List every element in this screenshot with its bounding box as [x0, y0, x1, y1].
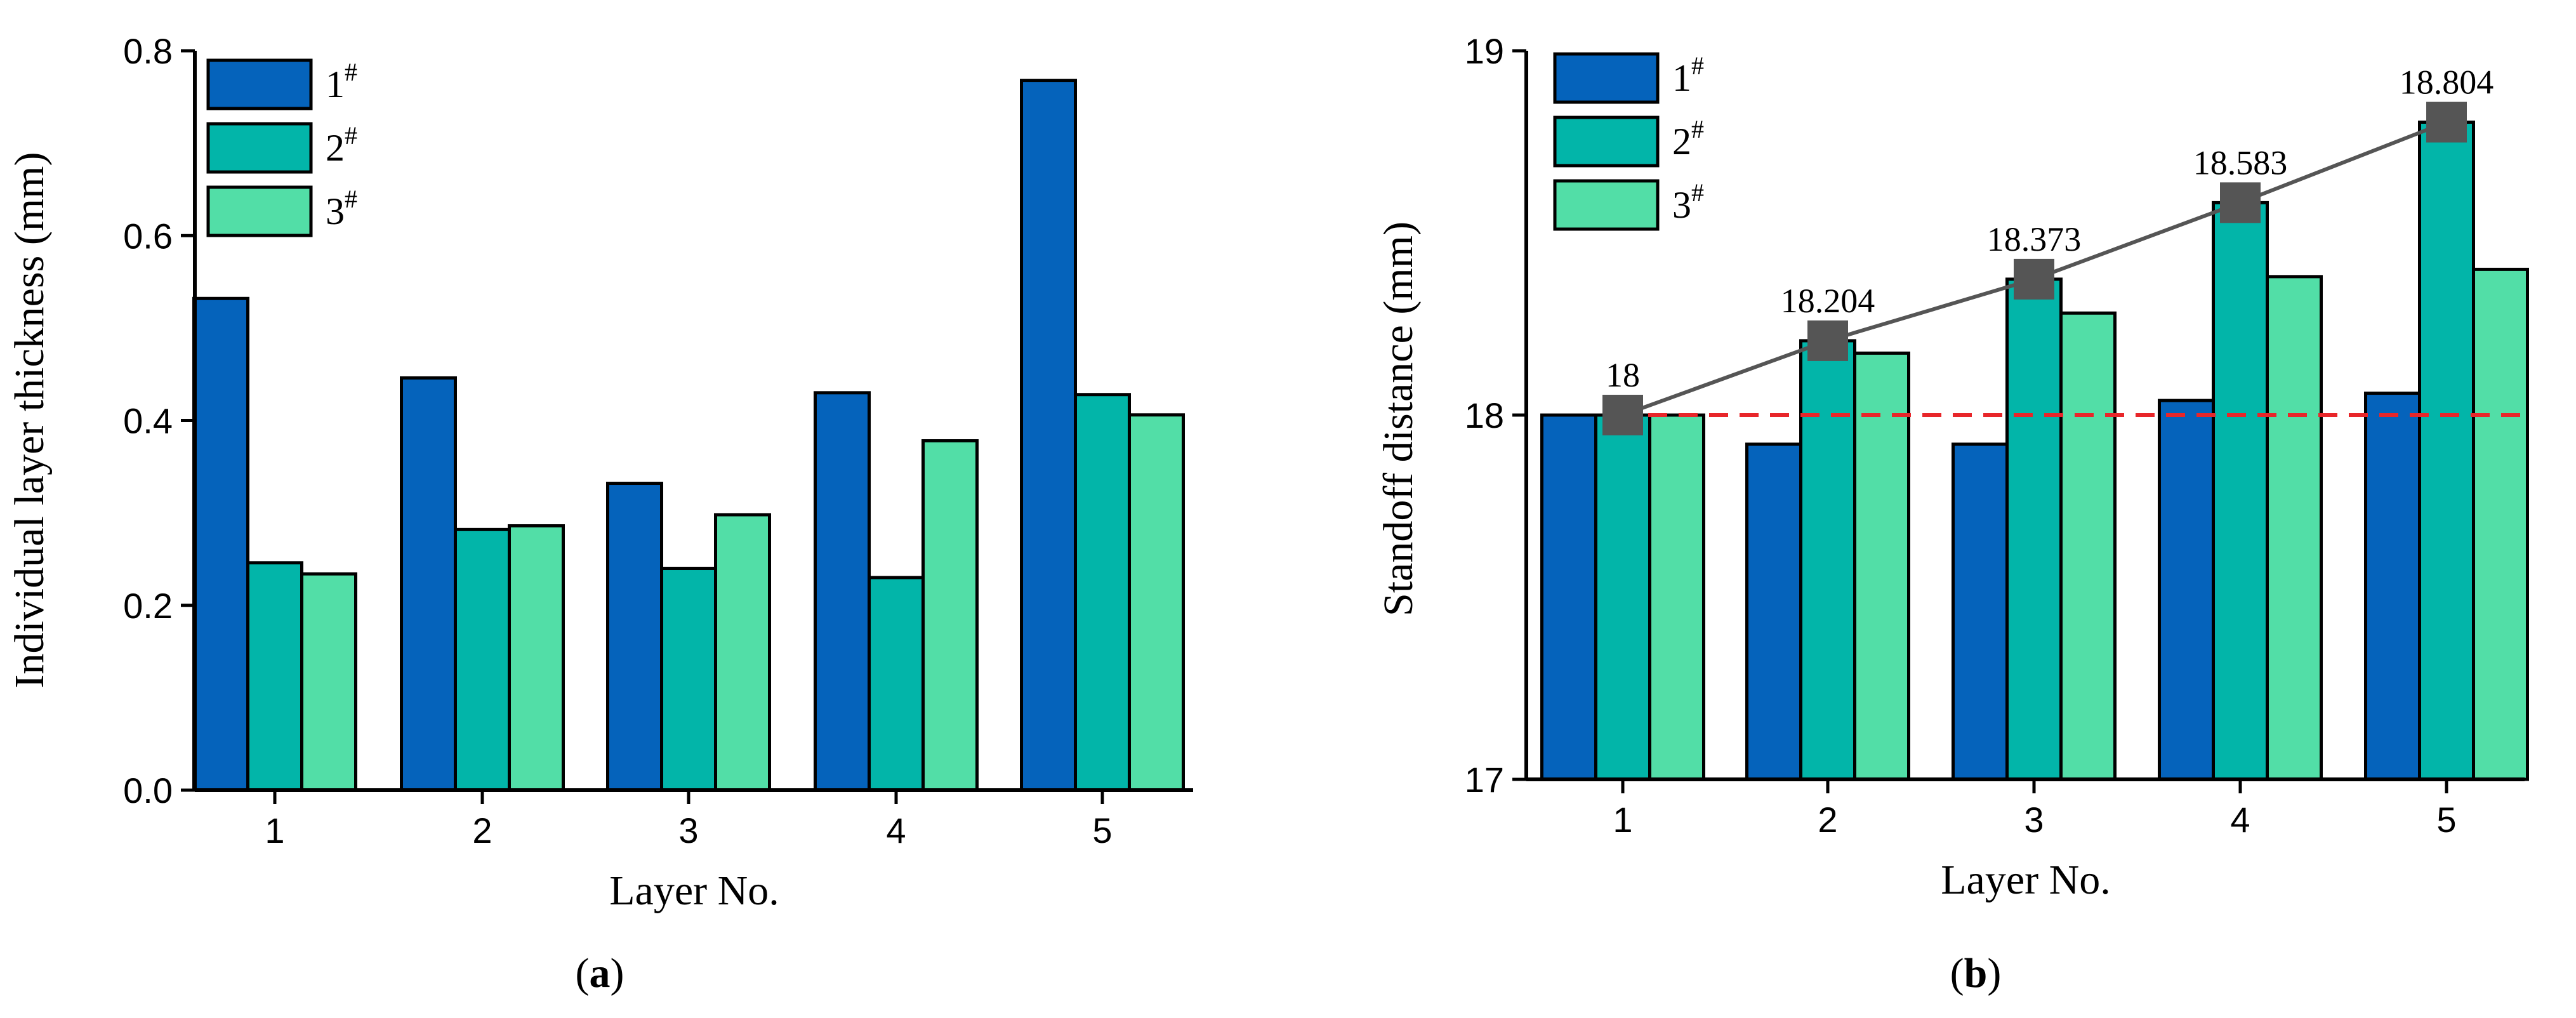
chart-b: 18 18.204 18.373 18.583 18.804 17 18 19 1 2 3 4 5 Lay… [1375, 31, 2529, 996]
legend-swatch-2 [206, 122, 313, 174]
legend-label-2: 2# [1672, 115, 1704, 162]
legend-swatch-3 [206, 185, 313, 237]
x-tick-label-2: 2 [1818, 800, 1837, 840]
bar-a-series3-layer2 [508, 524, 565, 792]
legend-label-1: 1# [1672, 51, 1704, 99]
bar-a-series3-layer4 [921, 439, 979, 792]
x-axis-label: Layer No. [1941, 857, 2111, 903]
x-tick-label-1: 1 [265, 810, 284, 850]
bar-b-series2-layer2 [1799, 339, 1856, 781]
legend-label-1: 1# [326, 58, 357, 105]
trend-marker-4 [2220, 182, 2261, 223]
bar-b-series3-layer4 [2266, 275, 2323, 781]
y-tick-label-4: 0.8 [123, 31, 173, 71]
bar-b-series3-layer3 [2059, 311, 2117, 781]
bar-a-series2-layer2 [454, 527, 511, 792]
bar-a-series1-layer4 [814, 391, 871, 792]
panel-label-a: (a) [576, 950, 624, 996]
x-axis-label: Layer No. [609, 868, 779, 914]
bar-b-series1-layer5 [2364, 392, 2421, 781]
y-tick-label-1: 18 [1465, 395, 1504, 435]
data-label-1: 18 [1606, 356, 1640, 394]
legend-swatch-3 [1553, 179, 1660, 231]
y-tick-label-0: 17 [1465, 760, 1504, 800]
y-tick-label-2: 19 [1465, 31, 1504, 71]
data-label-5: 18.804 [2400, 63, 2494, 102]
bar-a-series3-layer5 [1128, 413, 1185, 792]
legend-swatch-2 [1553, 116, 1660, 168]
bar-b-series3-layer2 [1853, 351, 1910, 781]
legend-b: 1# 2# 3# [1553, 51, 1704, 231]
y-tick-label-1: 0.2 [123, 586, 173, 626]
bar-a-series2-layer4 [868, 576, 925, 792]
legend-label-2: 2# [326, 121, 357, 169]
x-tick-label-1: 1 [1613, 800, 1632, 840]
legend-a: 1# 2# 3# [206, 58, 357, 237]
data-label-3: 18.373 [1987, 220, 2082, 258]
data-label-4: 18.583 [2193, 143, 2288, 182]
y-tick-label-0: 0.0 [123, 770, 173, 810]
legend-swatch-1 [1553, 52, 1660, 104]
x-tick-label-5: 5 [2436, 800, 2456, 840]
legend-label-3: 3# [1672, 178, 1704, 226]
trend-marker-2 [1807, 320, 1848, 361]
bar-b-series2-layer5 [2418, 121, 2475, 781]
panel-label-b: (b) [1950, 950, 2002, 996]
bar-b-series3-layer1 [1648, 413, 1705, 781]
x-tick-label-5: 5 [1092, 810, 1112, 850]
bar-b-series1-layer3 [1952, 442, 2009, 781]
bar-a-series1-layer5 [1020, 79, 1077, 792]
chart-a: 0.0 0.2 0.4 0.6 0.8 1 2 3 4 5 Layer No. Individual … [6, 31, 1193, 996]
bar-a-series3-layer1 [300, 572, 357, 792]
bar-a-series2-layer1 [246, 561, 303, 792]
y-axis-label: Standoff distance (mm) [1375, 221, 1422, 616]
trend-marker-5 [2426, 102, 2467, 143]
bar-b-series3-layer5 [2472, 267, 2529, 781]
bar-b-series2-layer3 [2005, 277, 2063, 781]
x-tick-label-2: 2 [472, 810, 492, 850]
bar-b-series2-layer1 [1594, 413, 1651, 781]
bar-b-series2-layer4 [2212, 201, 2269, 781]
trend-marker-1 [1602, 395, 1643, 435]
y-tick-label-2: 0.4 [123, 401, 173, 441]
bar-b-series1-layer1 [1540, 413, 1597, 781]
bar-a-series1-layer3 [606, 482, 663, 792]
bar-a-series2-layer5 [1074, 393, 1131, 792]
x-tick-label-3: 3 [678, 810, 698, 850]
y-axis-label: Individual layer thickness (mm) [6, 152, 53, 689]
x-tick-label-3: 3 [2024, 800, 2044, 840]
bar-a-series1-layer2 [400, 376, 457, 792]
legend-swatch-1 [206, 58, 313, 110]
bar-a-series3-layer3 [714, 513, 771, 792]
data-label-2: 18.204 [1781, 282, 1875, 320]
legend-label-3: 3# [326, 185, 357, 232]
bar-a-series2-layer3 [660, 567, 717, 792]
bar-b-series1-layer4 [2158, 399, 2215, 781]
bar-a-series1-layer1 [192, 296, 249, 792]
bar-b-series1-layer2 [1745, 442, 1802, 781]
y-tick-label-3: 0.6 [123, 216, 173, 256]
trend-marker-3 [2014, 258, 2054, 300]
x-tick-label-4: 4 [2230, 800, 2250, 840]
x-tick-label-4: 4 [886, 810, 906, 850]
